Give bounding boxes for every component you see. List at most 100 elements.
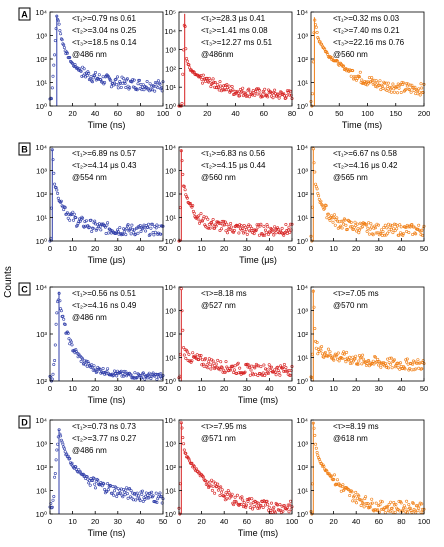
data-point	[245, 232, 249, 236]
data-point	[389, 90, 393, 94]
data-point	[335, 219, 339, 223]
data-point	[97, 73, 101, 77]
data-point	[196, 217, 200, 221]
x-tick-label: 0	[48, 244, 52, 253]
data-point	[144, 86, 148, 90]
data-point	[128, 228, 132, 232]
x-tick-label: 0	[177, 109, 181, 118]
data-point	[106, 488, 110, 492]
data-point	[260, 94, 264, 98]
y-tick-label: 10¹	[165, 83, 176, 92]
x-tick-label: 80	[265, 517, 273, 526]
data-point	[140, 492, 144, 496]
data-point	[138, 499, 142, 503]
data-point	[313, 170, 317, 174]
y-tick-label: 10³	[36, 32, 47, 41]
data-point	[332, 216, 336, 220]
data-point	[183, 188, 187, 192]
panel-label-box	[18, 7, 31, 21]
data-point	[271, 96, 275, 100]
data-point	[239, 502, 243, 506]
data-point	[225, 365, 229, 369]
data-point	[53, 358, 57, 362]
data-point	[275, 227, 279, 231]
annotation-text: <τ₃>=12.27 ms 0.51	[201, 38, 273, 47]
data-point	[78, 354, 82, 358]
data-point	[365, 83, 369, 87]
data-point	[245, 362, 249, 366]
data-point	[379, 228, 383, 232]
data-point	[389, 223, 393, 227]
data-point	[420, 367, 424, 371]
data-point	[254, 504, 258, 508]
data-point	[115, 494, 119, 498]
x-tick-label: 0	[309, 109, 313, 118]
data-point	[358, 221, 362, 225]
data-point	[52, 63, 56, 67]
data-point	[144, 491, 148, 495]
data-point	[217, 222, 221, 226]
data-point	[62, 43, 66, 47]
data-point	[397, 86, 401, 90]
data-point	[138, 373, 142, 377]
annotation-text: <τ>=8.18 ms	[201, 289, 247, 298]
data-point	[187, 63, 191, 67]
x-tick-label: 10	[68, 244, 76, 253]
data-point	[236, 361, 240, 365]
data-point	[360, 362, 364, 366]
data-point	[50, 377, 54, 381]
data-point	[199, 472, 203, 476]
data-point	[144, 85, 148, 89]
data-point	[328, 218, 332, 222]
data-point	[339, 224, 343, 228]
data-point	[235, 493, 239, 497]
data-point	[245, 227, 249, 231]
data-point	[331, 220, 335, 224]
y-tick-label: 10⁰	[36, 237, 47, 246]
data-point	[150, 222, 154, 226]
data-point	[341, 352, 345, 356]
data-point	[68, 456, 72, 460]
data-point	[267, 363, 271, 367]
y-tick-label: 10³	[165, 46, 176, 55]
data-point	[210, 488, 214, 492]
data-point	[259, 503, 263, 507]
data-point	[205, 226, 209, 230]
x-tick-label: 10	[68, 384, 76, 393]
data-point	[234, 499, 238, 503]
data-series	[177, 149, 294, 243]
data-point	[396, 366, 400, 370]
data-point	[113, 489, 117, 493]
data-point	[77, 220, 81, 224]
data-point	[225, 222, 229, 226]
data-point	[256, 373, 260, 377]
data-point	[391, 231, 395, 235]
data-point	[410, 223, 414, 227]
data-point	[53, 343, 57, 347]
data-point	[145, 496, 149, 500]
data-point	[260, 232, 264, 236]
data-point	[241, 227, 245, 231]
data-point	[146, 376, 150, 380]
data-point	[389, 87, 393, 91]
data-point	[191, 204, 195, 208]
data-point	[285, 229, 289, 233]
data-point	[378, 79, 382, 83]
data-point	[320, 44, 324, 48]
data-point	[393, 510, 397, 514]
y-tick-label: 10³	[36, 330, 47, 339]
data-point	[386, 81, 390, 85]
data-point	[212, 80, 216, 84]
x-axis-label: Time (ns)	[88, 528, 126, 538]
y-tick-label: 10¹	[36, 487, 47, 496]
data-point	[68, 218, 72, 222]
data-point	[52, 171, 56, 175]
data-point	[132, 228, 136, 232]
data-point	[256, 506, 260, 510]
data-point	[220, 366, 224, 370]
data-point	[238, 94, 242, 98]
data-point	[98, 367, 102, 371]
data-point	[87, 225, 91, 229]
data-point	[313, 326, 317, 330]
x-tick-label: 150	[389, 109, 402, 118]
